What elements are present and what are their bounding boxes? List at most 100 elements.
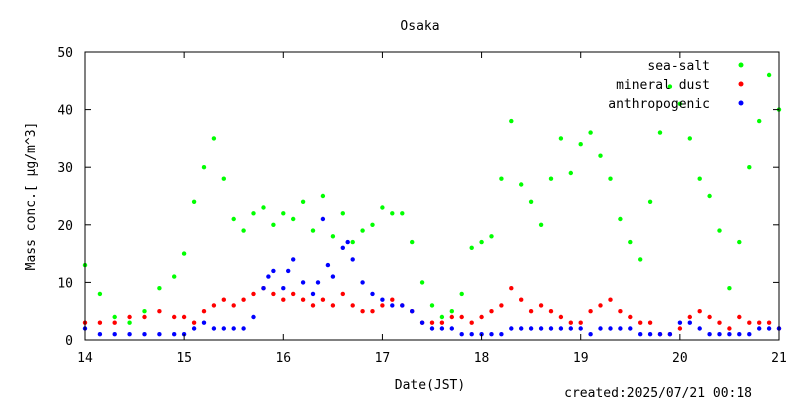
data-point	[325, 262, 331, 268]
data-point	[221, 176, 226, 181]
data-point	[459, 314, 464, 320]
data-point	[618, 326, 623, 331]
data-point	[638, 332, 643, 337]
data-point	[548, 309, 554, 314]
data-point	[677, 101, 683, 107]
data-point	[489, 309, 494, 314]
data-point	[677, 320, 683, 325]
data-point	[410, 309, 415, 314]
y-tick-label: 50	[57, 46, 73, 61]
data-point	[271, 222, 276, 227]
data-point	[647, 199, 653, 204]
x-tick-label: 16	[275, 351, 291, 366]
data-point	[360, 228, 365, 233]
data-point	[380, 297, 385, 302]
y-tick-label: 20	[57, 219, 73, 234]
data-point	[350, 303, 355, 308]
x-tick-label: 17	[375, 351, 391, 366]
data-point	[157, 309, 162, 314]
data-point	[638, 320, 643, 325]
data-point	[439, 314, 445, 320]
data-point	[390, 211, 395, 216]
data-point	[657, 130, 663, 135]
x-tick-label: 20	[672, 351, 688, 366]
data-point	[320, 193, 326, 199]
data-point	[97, 320, 103, 325]
data-point	[345, 239, 350, 245]
data-point	[727, 332, 732, 337]
data-point	[221, 297, 226, 302]
data-point	[578, 142, 583, 147]
data-point	[320, 216, 326, 222]
data-point	[350, 257, 355, 262]
data-point	[330, 303, 336, 308]
data-point	[172, 274, 177, 279]
data-point	[707, 193, 712, 199]
y-tick-label: 10	[57, 276, 73, 291]
data-point	[558, 136, 564, 141]
data-point	[598, 303, 603, 308]
data-point	[310, 228, 316, 233]
y-tick-label: 0	[65, 334, 73, 349]
data-point	[618, 216, 623, 222]
x-tick-label: 15	[176, 351, 192, 366]
data-point	[291, 257, 296, 262]
data-point	[766, 320, 772, 325]
data-point	[112, 320, 117, 325]
data-point	[251, 291, 256, 297]
data-point	[717, 228, 722, 233]
data-point	[628, 326, 633, 331]
data-point	[578, 326, 583, 331]
legend-label: mineral dust	[616, 78, 710, 93]
data-point	[499, 303, 504, 308]
data-point	[211, 136, 217, 141]
data-point	[598, 153, 603, 158]
data-point	[449, 314, 454, 320]
y-tick-label: 30	[57, 161, 73, 176]
data-point	[157, 286, 162, 291]
data-point	[558, 314, 564, 320]
data-point	[737, 332, 742, 337]
data-point	[330, 274, 336, 279]
data-point	[330, 234, 336, 239]
data-point	[747, 332, 752, 337]
data-point	[538, 222, 544, 227]
data-point	[757, 326, 762, 331]
data-point	[172, 332, 177, 337]
data-point	[469, 320, 474, 325]
data-point	[271, 268, 276, 274]
data-point	[697, 326, 702, 331]
data-point	[231, 216, 236, 222]
data-point	[449, 309, 454, 314]
data-point	[667, 84, 673, 89]
data-point	[142, 309, 147, 314]
legend-label: sea-salt	[647, 59, 710, 74]
data-point	[598, 326, 603, 331]
data-point	[469, 245, 474, 250]
data-point	[568, 170, 573, 176]
data-point	[429, 320, 435, 325]
data-point	[707, 332, 712, 337]
data-point	[350, 239, 355, 245]
data-point	[181, 251, 187, 256]
data-point	[291, 216, 296, 222]
data-point	[766, 72, 772, 78]
data-point	[281, 211, 286, 216]
plot-frame	[84, 51, 780, 341]
data-point	[449, 326, 454, 331]
data-point	[608, 176, 613, 181]
data-point	[697, 309, 702, 314]
data-point	[410, 239, 415, 245]
data-point	[519, 326, 524, 331]
data-point	[578, 320, 583, 325]
data-point	[647, 320, 653, 325]
data-point	[509, 286, 514, 291]
data-point	[638, 257, 643, 262]
series-mineral dust	[82, 286, 782, 337]
data-point	[419, 280, 425, 285]
data-point	[429, 326, 435, 331]
data-point	[697, 176, 702, 181]
chart-title: Osaka	[400, 19, 439, 34]
data-point	[370, 291, 375, 297]
legend-marker	[738, 100, 744, 106]
